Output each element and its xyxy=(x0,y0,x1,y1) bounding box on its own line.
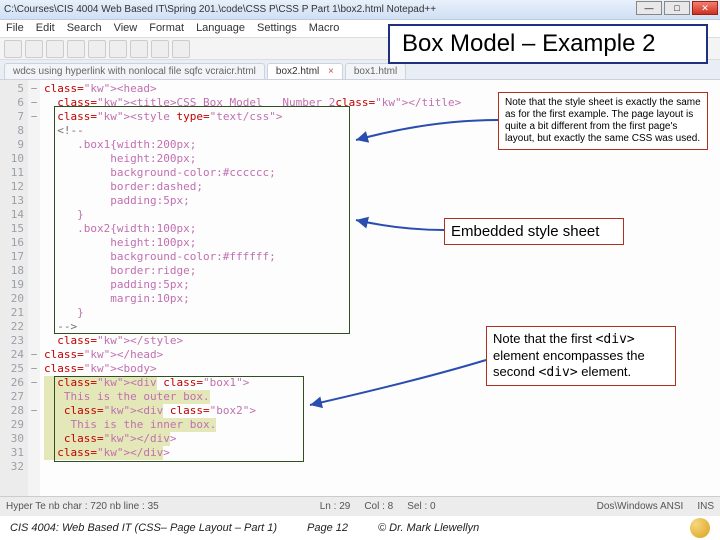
footer-course: CIS 4004: Web Based IT (CSS– Page Layout… xyxy=(10,522,277,534)
menu-view[interactable]: View xyxy=(114,22,138,35)
menu-format[interactable]: Format xyxy=(149,22,184,35)
tab-file-1[interactable]: wdcs using hyperlink with nonlocal file … xyxy=(4,63,265,79)
tool-new-icon[interactable] xyxy=(4,40,22,58)
window-buttons: — □ ✕ xyxy=(636,1,718,15)
status-line: Ln : 29 xyxy=(320,501,351,512)
university-logo-icon xyxy=(690,518,710,538)
callout-embedded-stylesheet: Embedded style sheet xyxy=(444,218,624,245)
minimize-button[interactable]: — xyxy=(636,1,662,15)
maximize-button[interactable]: □ xyxy=(664,1,690,15)
menu-language[interactable]: Language xyxy=(196,22,245,35)
window-title: C:\Courses\CIS 4004 Web Based IT\Spring … xyxy=(4,4,436,15)
status-col: Col : 8 xyxy=(364,501,393,512)
tool-find-icon[interactable] xyxy=(172,40,190,58)
slide-title: Box Model – Example 2 xyxy=(402,30,655,57)
window-titlebar: C:\Courses\CIS 4004 Web Based IT\Spring … xyxy=(0,0,720,20)
status-sel: Sel : 0 xyxy=(407,501,435,512)
status-chars: Hyper Te nb char : 720 nb line : 35 xyxy=(6,501,159,512)
tab-label: box1.html xyxy=(354,66,397,77)
status-encoding: Dos\Windows ANSI xyxy=(597,501,684,512)
tool-copy-icon[interactable] xyxy=(88,40,106,58)
menu-macro[interactable]: Macro xyxy=(309,22,340,35)
status-bar: Hyper Te nb char : 720 nb line : 35 Ln :… xyxy=(0,496,720,516)
callout-nested-div: Note that the first <div> element encomp… xyxy=(486,326,676,386)
tool-save-icon[interactable] xyxy=(46,40,64,58)
tab-file-3[interactable]: box1.html xyxy=(345,63,406,79)
fold-gutter: −−− −−− − xyxy=(28,80,40,496)
tool-paste-icon[interactable] xyxy=(109,40,127,58)
menu-file[interactable]: File xyxy=(6,22,24,35)
status-insert: INS xyxy=(697,501,714,512)
tool-undo-icon[interactable] xyxy=(130,40,148,58)
close-button[interactable]: ✕ xyxy=(692,1,718,15)
menu-settings[interactable]: Settings xyxy=(257,22,297,35)
tab-close-icon[interactable]: × xyxy=(328,66,334,77)
tool-redo-icon[interactable] xyxy=(151,40,169,58)
footer-page: Page 12 xyxy=(307,522,348,534)
line-gutter: 5678910111213141516171819202122232425262… xyxy=(0,80,28,496)
menu-search[interactable]: Search xyxy=(67,22,102,35)
slide-footer: CIS 4004: Web Based IT (CSS– Page Layout… xyxy=(0,516,720,540)
callout-note-stylesheet-same: Note that the style sheet is exactly the… xyxy=(498,92,708,150)
tab-label: wdcs using hyperlink with nonlocal file … xyxy=(13,66,256,77)
tab-label: box2.html xyxy=(276,66,319,77)
menu-edit[interactable]: Edit xyxy=(36,22,55,35)
slide-title-callout: Box Model – Example 2 xyxy=(388,24,708,64)
footer-author: © Dr. Mark Llewellyn xyxy=(378,522,479,534)
tool-cut-icon[interactable] xyxy=(67,40,85,58)
tool-open-icon[interactable] xyxy=(25,40,43,58)
tab-file-2[interactable]: box2.html × xyxy=(267,63,343,79)
